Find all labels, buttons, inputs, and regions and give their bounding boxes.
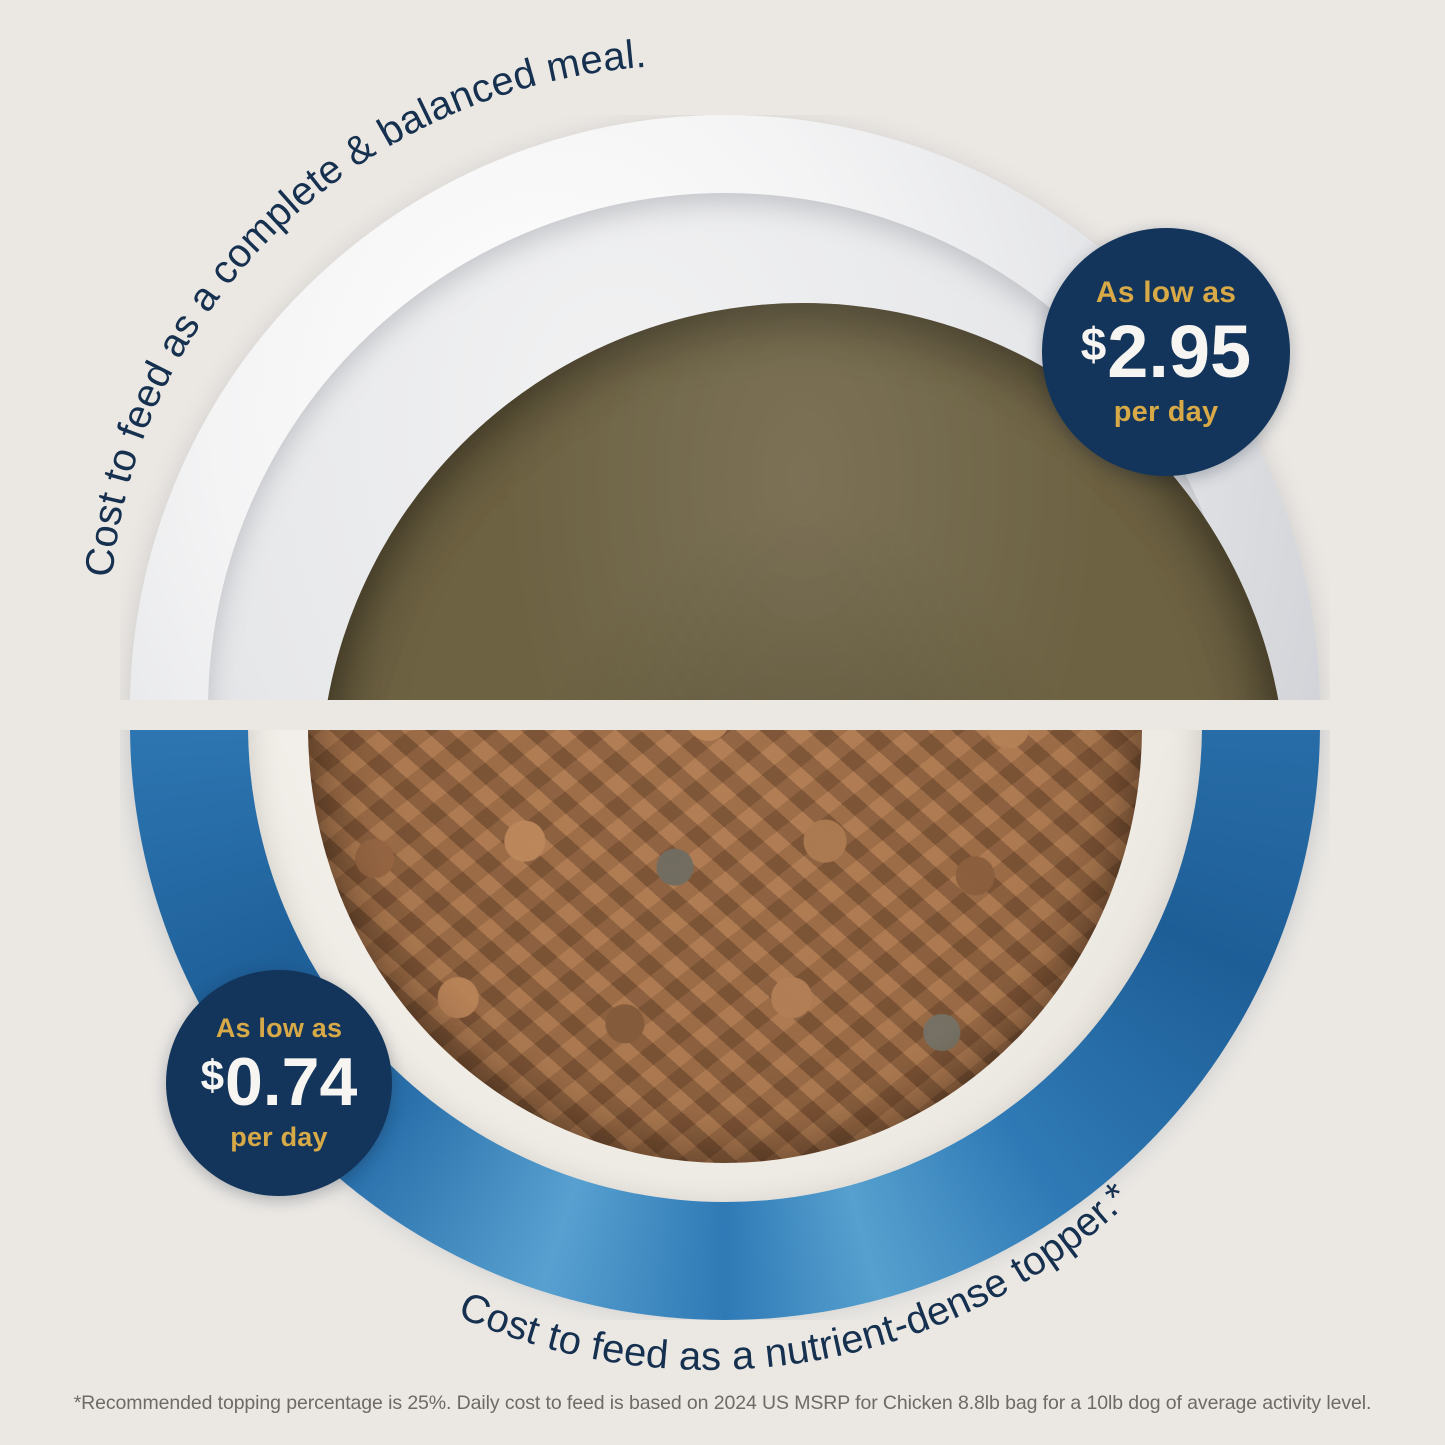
price-badge-topper: As low as $0.74 per day — [166, 970, 392, 1196]
currency-symbol: $ — [200, 1051, 225, 1099]
price-amount: 2.95 — [1107, 309, 1252, 393]
kibble-with-topper-food — [308, 730, 1142, 1163]
badge-label-as-low-as: As low as — [215, 1013, 343, 1043]
bowl-divider-gap — [0, 700, 1445, 730]
badge-label-per-day: per day — [1113, 395, 1219, 428]
price-badge-complete-meal: As low as $2.95 per day — [1042, 228, 1290, 476]
badge-price: $2.95 — [1080, 309, 1252, 393]
badge-price: $0.74 — [201, 1048, 358, 1116]
bowl-bottom-interior — [248, 730, 1202, 1202]
price-amount: 0.74 — [224, 1044, 358, 1120]
currency-symbol: $ — [1080, 317, 1107, 370]
badge-label-as-low-as: As low as — [1095, 275, 1237, 309]
footnote-disclaimer: *Recommended topping percentage is 25%. … — [73, 1392, 1372, 1414]
badge-label-per-day: per day — [230, 1122, 328, 1152]
